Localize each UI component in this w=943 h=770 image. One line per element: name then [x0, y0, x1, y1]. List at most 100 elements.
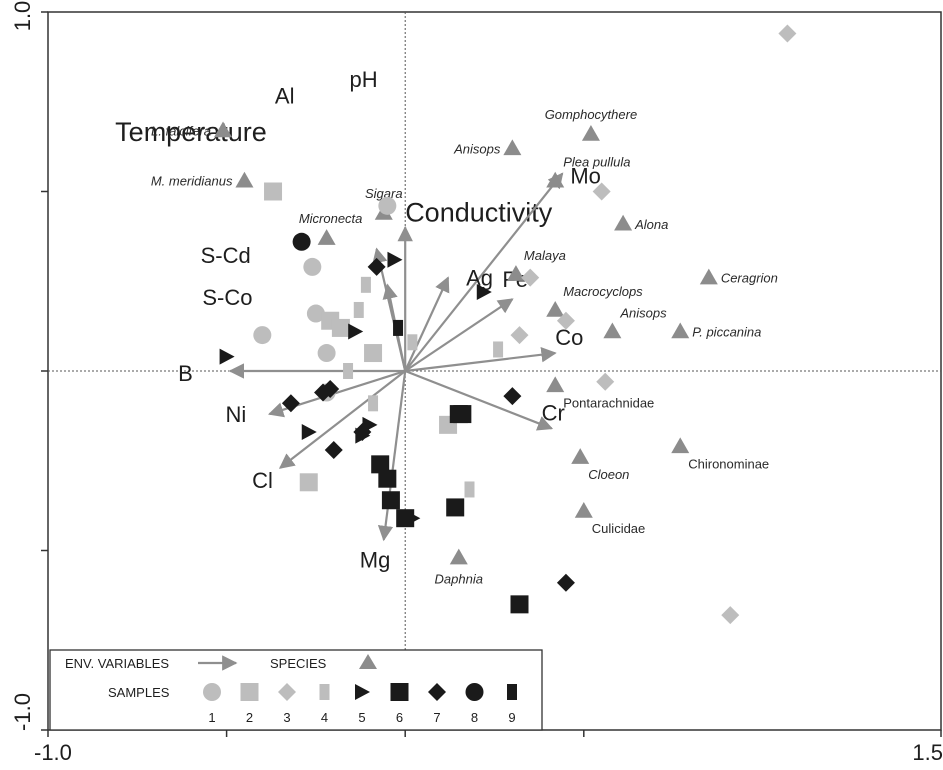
env-arrow-co: [405, 347, 557, 373]
legend-group-number: 8: [471, 710, 478, 725]
species-label: Chironominae: [688, 456, 769, 471]
env-arrow-fe: [404, 298, 514, 372]
legend-box: [49, 649, 543, 731]
env-label-b: B: [178, 361, 193, 386]
sample-marker-group-7: [428, 683, 446, 701]
species-label: Gomphocythere: [545, 107, 638, 122]
sample-marker-group-5: [355, 684, 370, 700]
legend-group-number: 7: [433, 710, 440, 725]
species-label: Ceragrion: [721, 271, 778, 286]
env-label-co: Co: [555, 325, 583, 350]
species-triangle: [603, 322, 622, 339]
sample-marker-group-9: [507, 684, 517, 700]
sample-marker-group-1: [378, 196, 397, 215]
sample-marker-group-3: [556, 311, 575, 330]
species-label: Plea pullula: [563, 155, 630, 170]
sample-marker-group-7: [314, 383, 333, 402]
legend-species-label: SPECIES: [270, 656, 327, 671]
species-triangle: [317, 229, 336, 245]
species-label: Anisops: [453, 141, 501, 156]
sample-marker-group-7: [503, 387, 522, 406]
env-label-s-co: S-Co: [202, 285, 252, 310]
env-label-mg: Mg: [360, 548, 391, 573]
sample-marker-group-2: [364, 344, 383, 363]
legend-group-number: 6: [396, 710, 403, 725]
sample-marker-group-6: [390, 683, 409, 701]
species-label: Anisops: [619, 306, 667, 321]
env-label-ph: pH: [349, 67, 377, 92]
species-triangle: [546, 300, 565, 317]
sample-marker-group-5: [348, 323, 364, 340]
sample-marker-group-6: [378, 469, 397, 488]
sample-marker-group-7: [556, 573, 575, 592]
species-label: L. falcifera: [151, 123, 211, 138]
env-arrow-ag: [404, 276, 450, 372]
legend-group-number: 3: [283, 710, 290, 725]
species-triangle: [506, 265, 525, 281]
env-label-cl: Cl: [252, 468, 273, 493]
species-triangle: [571, 448, 590, 464]
env-label-temperature: Temperature: [115, 117, 267, 147]
sample-marker-group-5: [387, 251, 403, 268]
species-triangle: [699, 268, 718, 285]
species-triangle: [574, 502, 593, 518]
x-tick-label: -1.0: [34, 740, 72, 765]
env-arrow-cl: [278, 370, 406, 469]
legend-group-number: 2: [246, 710, 253, 725]
species-triangle: [671, 437, 690, 454]
species-triangle: [546, 171, 565, 188]
species-label: Alona: [634, 217, 668, 232]
sample-marker-group-5: [476, 284, 492, 301]
sample-marker-group-1: [306, 304, 325, 323]
legend: ENV. VARIABLES SPECIES SAMPLES 1 2 3 4 5 6 7 8 9: [49, 649, 543, 731]
sample-marker-group-1: [303, 257, 322, 276]
sample-marker-group-2: [264, 182, 283, 201]
species-label: Sigara: [365, 186, 403, 201]
sample-marker-group-4: [343, 363, 354, 379]
species-label: Macrocyclops: [563, 284, 643, 299]
env-label-conductivity: Conductivity: [405, 197, 553, 227]
sample-marker-group-3: [521, 268, 540, 287]
x-tick-label: 1.5: [912, 740, 943, 765]
species-triangle: [546, 376, 565, 393]
species-label: Micronecta: [299, 211, 363, 226]
sample-marker-group-5: [301, 424, 317, 441]
env-label-s-cd: S-Cd: [201, 243, 251, 268]
species-triangle: [449, 548, 468, 565]
species-label: Culicidae: [592, 521, 645, 536]
sample-marker-group-8: [465, 683, 484, 701]
legend-group-number: 4: [321, 710, 328, 725]
legend-env-label: ENV. VARIABLES: [65, 656, 169, 671]
sample-marker-group-6: [453, 405, 472, 424]
sample-marker-group-4: [319, 684, 330, 700]
species-triangle: [214, 121, 233, 138]
sample-marker-group-6: [381, 491, 400, 510]
sample-marker-group-1: [203, 683, 221, 701]
y-tick-label: 1.0: [10, 1, 35, 32]
sample-marker-group-7: [324, 440, 343, 459]
sample-marker-group-6: [446, 498, 465, 517]
sample-marker-group-3: [596, 372, 615, 391]
legend-group-number: 1: [208, 710, 215, 725]
legend-group-number: 5: [358, 710, 365, 725]
sample-marker-group-2: [240, 683, 259, 701]
env-arrow-mo: [404, 172, 564, 372]
sample-marker-group-3: [592, 182, 611, 201]
sample-marker-group-3: [510, 326, 529, 345]
env-label-cr: Cr: [542, 400, 565, 425]
species-label: Cloeon: [588, 467, 629, 482]
species-triangle: [671, 322, 690, 339]
species-triangle: [235, 171, 254, 188]
sample-marker-group-5: [219, 348, 235, 365]
sample-marker-group-8: [292, 232, 311, 251]
env-arrow-mg: [377, 370, 407, 542]
sample-marker-group-4: [464, 481, 475, 498]
sample-marker-group-6: [371, 455, 390, 474]
sample-marker-group-6: [396, 509, 415, 528]
env-label-ni: Ni: [225, 402, 246, 427]
sample-marker-group-3: [278, 683, 296, 701]
species-label: Daphnia: [435, 572, 483, 587]
sample-marker-group-3: [778, 24, 797, 43]
